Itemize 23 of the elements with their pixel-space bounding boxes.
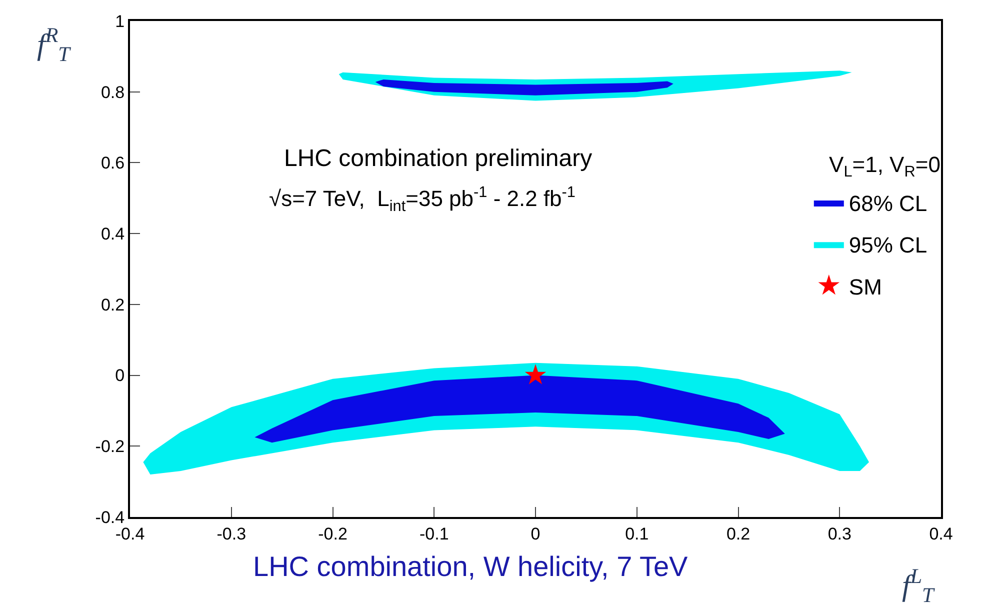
y-tick-label: 1 bbox=[115, 12, 125, 31]
x-tick-label: 0.2 bbox=[726, 524, 750, 544]
y-tick-label: 0.4 bbox=[100, 224, 125, 244]
y-tick-label: 0 bbox=[115, 366, 125, 386]
x-tick-label: 0.3 bbox=[828, 524, 852, 544]
x-tick-label: 0 bbox=[530, 524, 540, 544]
x-tick-label: 0.4 bbox=[929, 524, 953, 544]
annotation: √s=7 TeV, L$_{int}$=35 pb$^{-1}$ - 2.2 fb$^{-1}$ bbox=[269, 184, 576, 215]
y-tick-label: -0.4 bbox=[95, 508, 125, 527]
y-tick-label: -0.2 bbox=[95, 437, 125, 456]
y-tick-label: 0.8 bbox=[100, 82, 125, 102]
text: LHC combination, W helicity, 7 TeV bbox=[253, 551, 688, 582]
y-tick-label: 0.6 bbox=[100, 154, 125, 173]
x-tick-label: -0.2 bbox=[318, 524, 348, 544]
annotation: LHC combination preliminary bbox=[284, 145, 592, 172]
legend-label: 95% CL bbox=[848, 232, 928, 258]
x-tick-label: 0.1 bbox=[625, 524, 649, 544]
legend-label: SM bbox=[848, 274, 882, 300]
y-tick-label: 0.2 bbox=[100, 295, 125, 314]
annotation: V$_{L}$=1, V$_{R}$=0 bbox=[829, 152, 940, 181]
x-tick-label: -0.1 bbox=[419, 524, 449, 544]
legend-label: 68% CL bbox=[848, 191, 928, 216]
x-tick-label: -0.3 bbox=[216, 524, 246, 544]
